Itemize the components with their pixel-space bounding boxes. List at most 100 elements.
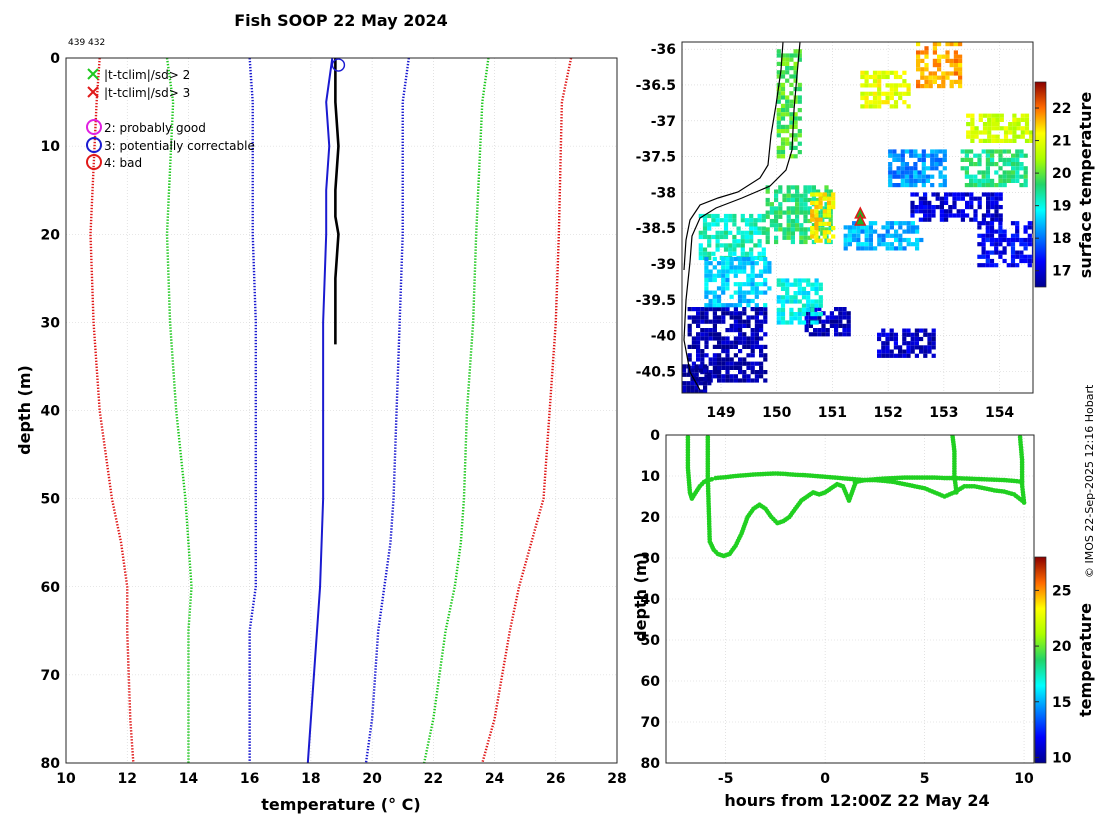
map-ytick: -38: [651, 185, 676, 201]
sst-cell: [981, 250, 986, 255]
sst-cell: [780, 103, 786, 108]
sst-cell: [721, 378, 726, 383]
sst-cell: [776, 129, 781, 134]
sst-cell: [725, 353, 730, 358]
sst-cell: [824, 206, 829, 211]
sst-cell: [1008, 138, 1013, 143]
sst-cell: [742, 311, 747, 316]
sst-cell: [725, 365, 730, 370]
sst-cell: [898, 83, 903, 88]
sst-cell: [763, 256, 768, 262]
map-ytick: -36: [651, 42, 676, 58]
sst-cell: [873, 221, 878, 226]
timeseries-point: [954, 490, 959, 495]
sst-cell: [776, 320, 781, 325]
sst-cell: [761, 213, 766, 219]
sst-cell: [749, 239, 754, 244]
sst-cell: [915, 246, 920, 251]
sst-cell: [977, 254, 982, 259]
sst-cell: [742, 319, 747, 324]
sst-cell: [916, 58, 921, 63]
sst-cell: [998, 242, 1003, 247]
sst-cell: [914, 353, 919, 358]
sst-cell: [931, 213, 936, 218]
sst-cell: [987, 117, 992, 122]
timeseries-xtick: -5: [718, 771, 734, 787]
sst-cell: [932, 79, 937, 84]
sst-cell: [795, 214, 800, 219]
sst-cell: [913, 178, 918, 183]
profile-ytick: 20: [41, 227, 61, 243]
sst-cell: [973, 178, 978, 183]
map-xtick: 150: [762, 405, 791, 421]
sst-cell: [717, 319, 722, 324]
sst-cell: [965, 192, 970, 197]
sst-cell: [797, 286, 802, 291]
sst-cell: [981, 149, 986, 154]
sst-cell: [700, 349, 705, 354]
sst-cell: [894, 233, 899, 238]
sst-cell: [738, 319, 743, 324]
sst-cell: [780, 312, 786, 317]
sst-cell: [852, 225, 857, 230]
sst-cell: [973, 162, 978, 167]
sst-cell: [864, 104, 869, 109]
sst-cell: [733, 340, 738, 345]
sst-cell: [754, 319, 759, 324]
sst-cell: [711, 222, 716, 227]
sst-cell: [793, 295, 798, 300]
sst-cell: [707, 376, 712, 382]
sst-cell: [763, 282, 768, 287]
sst-cell: [806, 303, 811, 308]
sst-cell: [719, 230, 724, 235]
sst-cell: [894, 221, 899, 226]
sst-cell: [774, 227, 779, 232]
sst-cell: [843, 237, 848, 243]
sst-cell: [702, 226, 708, 231]
sst-cell: [1027, 258, 1032, 264]
sst-cell: [1006, 149, 1011, 154]
sst-cell: [958, 75, 963, 80]
sst-cell: [785, 124, 790, 129]
sst-cell: [687, 307, 692, 312]
sst-cell: [932, 46, 937, 51]
sst-cell: [919, 336, 924, 342]
sst-cell: [782, 235, 787, 240]
sst-cell: [896, 170, 901, 175]
sst-cell: [790, 193, 795, 198]
sst-cell: [712, 265, 717, 270]
instrument-label: 439 432: [68, 38, 105, 48]
sst-cell: [721, 365, 726, 370]
sst-cell: [864, 100, 869, 105]
sst-cell: [776, 299, 781, 304]
sst-cell: [717, 332, 722, 337]
sst-cell: [789, 295, 794, 300]
sst-cell: [712, 344, 717, 349]
sst-cell: [702, 234, 708, 240]
sst-cell: [738, 357, 743, 362]
sst-cell: [916, 54, 921, 59]
sst-cell: [942, 149, 947, 154]
sst-cell: [814, 320, 819, 325]
sst-cell: [978, 117, 983, 122]
sst-cell: [702, 247, 708, 252]
sst-cell: [981, 217, 986, 222]
sst-cell: [723, 247, 729, 252]
sst-cell: [803, 231, 808, 236]
sst-cell: [729, 344, 734, 349]
sst-cell: [690, 376, 695, 382]
sst-cell: [742, 340, 747, 345]
sst-cell: [742, 332, 747, 337]
sst-cell: [923, 200, 928, 205]
sst-cell: [966, 134, 971, 139]
sst-cell: [831, 226, 836, 231]
sst-cell: [795, 189, 800, 194]
sst-cell: [682, 385, 687, 390]
sst-cell: [759, 336, 764, 341]
sst-cell: [774, 239, 779, 245]
sst-cell: [761, 230, 766, 235]
sst-cell: [935, 192, 940, 197]
sst-cell: [776, 108, 781, 113]
sst-cell: [924, 84, 929, 89]
sst-cell: [712, 328, 717, 333]
